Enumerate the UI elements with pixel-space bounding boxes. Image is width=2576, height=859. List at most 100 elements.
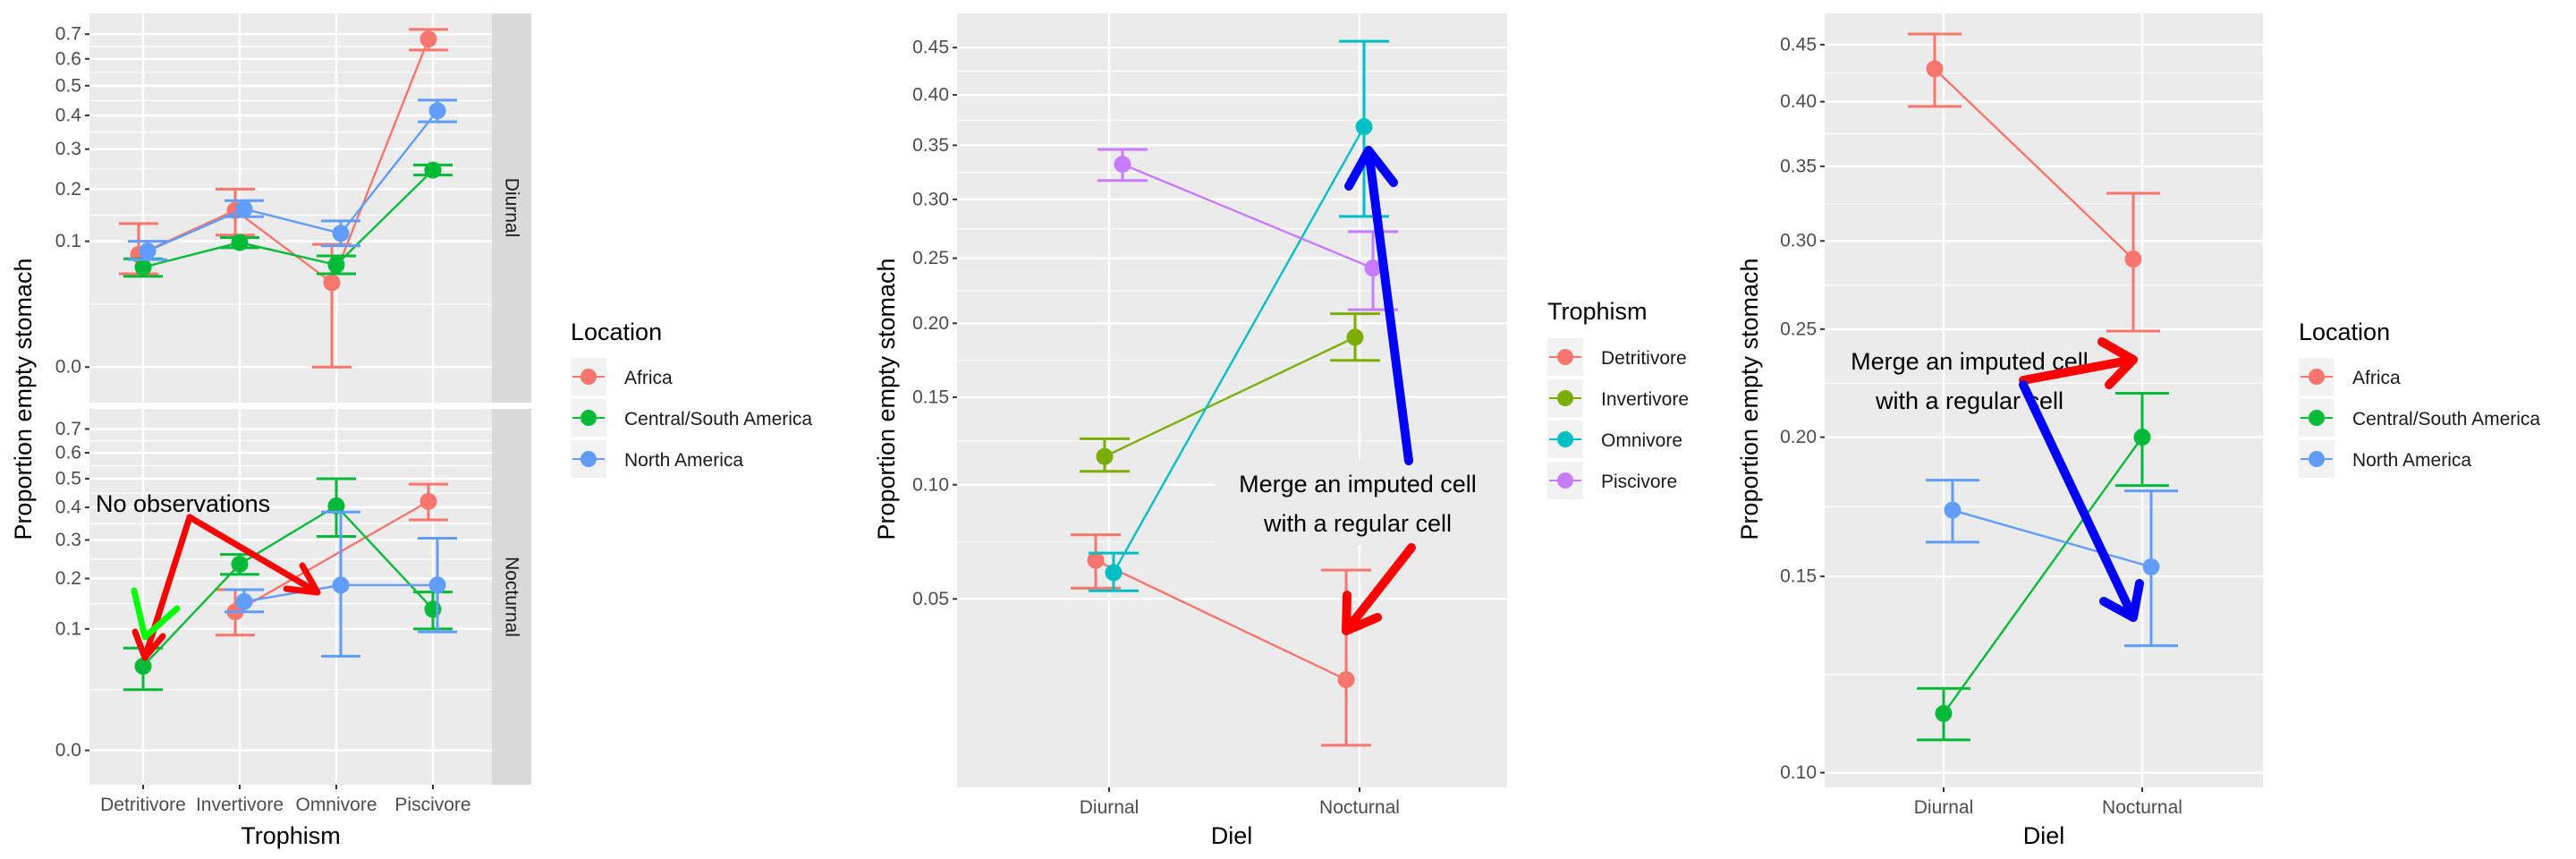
facet-top-background [89,13,492,403]
point-africa-3 [419,492,437,510]
legend-label-omnivore: Omnivore [1601,430,1682,451]
y-axis-title: Proportion empty stomach [1736,258,1763,540]
y-tick-labels: 0.00.10.20.30.40.50.60.7 0.0 0.1 0.2 0.3 0.4 0… [55,24,89,761]
y-tick-labels: 0.05 0.10 0.15 0.20 0.25 0.30 0.35 0.40 0.45 [912,38,957,609]
point-central-south-america-0 [1935,704,1953,722]
facet-bottom-background [89,409,492,785]
y-tick-label: 0.5 [55,75,81,96]
y-tick-label: 0.10 [1780,762,1817,783]
legend-key-invertivore: Invertivore [1547,379,1689,417]
point-central-south-america-1 [231,234,249,251]
plot-marks [119,28,457,692]
series-invertivore [1080,312,1380,473]
legend-location-right: Location Africa Central/South America No… [2299,319,2540,478]
point-africa-3 [419,30,437,48]
point-north-america-1 [2142,557,2160,575]
arrow-red-2-shaft [186,514,321,596]
point-north-america-0 [1944,501,1962,519]
point-north-america-1 [235,592,253,610]
x-tick-labels: Detritivore Invertivore Omnivore Piscivore [100,785,471,815]
x-tick-labels: Diurnal Nocturnal [1914,787,2182,818]
series-line-africa [138,38,430,285]
point-north-america-2 [332,225,350,242]
legend-key-piscivore: Piscivore [1547,462,1677,499]
legend-key-north-america: North America [571,440,743,478]
x-axis-title: Diel [1211,822,1253,849]
point-africa-0 [1926,60,1944,78]
x-axis-title: Trophism [241,822,341,849]
x-tick-label-diurnal: Diurnal [1080,797,1140,818]
y-tick-label: 0.1 [55,231,81,251]
chart-right: 0.10 0.15 0.20 0.25 0.30 0.35 0.40 0.45 Diurnal… [1736,13,2540,849]
point-invertivore-0 [1096,447,1114,465]
annotation-arrows [131,514,321,661]
point-north-america-0 [139,242,157,260]
point-africa-2 [323,274,341,292]
x-tick-label-piscivore: Piscivore [394,795,470,815]
series-line-piscivore [1122,163,1374,269]
series-central-south-america [123,477,453,692]
series-line-central-south-america [142,169,434,268]
chart-middle: 0.05 0.10 0.15 0.20 0.25 0.30 0.35 0.40 0.45 Diu… [873,13,1689,849]
y-tick-label: 0.15 [912,387,949,407]
legend-key-omnivore: Omnivore [1547,421,1682,458]
legend-label-north-america: North America [624,450,743,471]
y-tick-label: 0.2 [55,568,81,589]
y-ticks-top: 0.0 0.1 0.2 0.3 0.4 0.5 0.6 0.7 [55,24,89,378]
y-ticks-bottom: 0.0 0.1 0.2 0.3 0.4 0.5 0.6 0.7 [55,419,89,761]
arrow-red-shaft [1342,543,1416,635]
y-tick-label: 0.7 [55,419,81,439]
legend-label-detritivore: Detritivore [1601,348,1687,369]
annotation-backdrop [1215,461,1507,545]
y-tick-label: 0.40 [1780,91,1817,112]
arrow-blue-head [2099,579,2144,622]
y-tick-label: 0.20 [1780,427,1817,447]
legend-label-africa: Africa [2352,368,2401,388]
y-tick-label: 0.7 [55,24,81,45]
legend-location-left: Location Africa Central/South America No… [571,319,812,478]
point-central-south-america-1 [2133,429,2151,447]
y-tick-label: 0.35 [1780,156,1817,176]
legend-label-invertivore: Invertivore [1601,389,1689,410]
x-tick-labels: Diurnal Nocturnal [1080,787,1400,818]
gridlines [957,13,1507,787]
point-central-south-america-0 [134,259,152,276]
arrow-red-head [1342,591,1382,635]
y-axis-title: Proportion empty stomach [10,258,37,540]
plot-marks [1908,32,2178,742]
facet-strip-bottom [492,409,531,785]
point-detritivore-0 [1087,551,1105,569]
arrow-red-head [2097,337,2138,389]
series-africa [1908,32,2160,333]
y-tick-label: 0.20 [912,313,949,334]
panel-background [1825,13,2263,787]
facet-label-nocturnal: Nocturnal [502,557,522,637]
y-tick-label: 0.45 [1780,34,1817,55]
y-tick-label: 0.4 [55,498,82,518]
series-line-north-america [147,110,438,252]
panel-background [957,13,1507,787]
y-tick-label: 0.3 [55,530,81,550]
legend-key-north-america: North America [2299,440,2471,478]
point-omnivore-1 [1355,118,1373,136]
x-tick-label-detritivore: Detritivore [100,795,186,815]
legend-label-central-south-america: Central/South America [2352,409,2540,430]
point-central-south-america-0 [134,658,152,676]
chart-left: 0.00.10.20.30.40.50.60.7 0.0 0.1 0.2 0.3 0.4 0… [10,13,812,849]
series-line-central-south-america [1943,436,2143,715]
annotation-no-observations: No observations [96,490,270,517]
x-tick-label-diurnal: Diurnal [1914,797,1974,818]
point-piscivore-0 [1114,156,1131,174]
x-tick-label-invertivore: Invertivore [196,795,284,815]
x-tick-label-nocturnal: Nocturnal [2102,797,2182,818]
legend-label-africa: Africa [624,368,673,388]
annotation-line-2: with a regular cell [1263,510,1452,537]
point-central-south-america-3 [424,600,442,618]
y-tick-label: 0.0 [55,740,81,761]
y-tick-label: 0.3 [55,139,81,159]
y-tick-label: 0.5 [55,469,81,489]
y-tick-label: 0.15 [1780,566,1817,587]
x-tick-label-omnivore: Omnivore [295,795,377,815]
legend-title: Location [2299,319,2390,345]
